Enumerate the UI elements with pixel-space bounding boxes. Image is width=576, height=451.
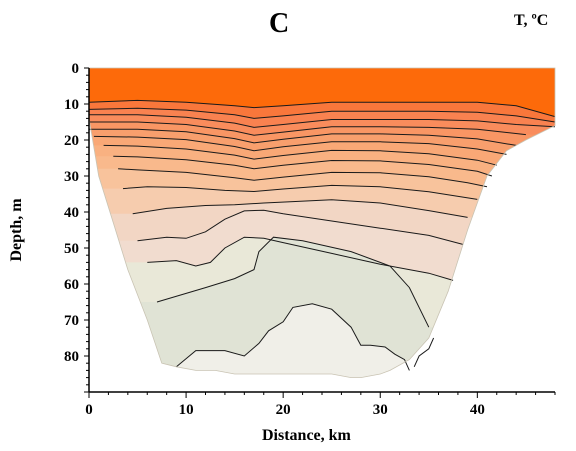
isotherm-line [103,144,497,166]
axes: 0 10 20 30 40 50 60 70 80 0 10 20 30 40 [64,61,556,418]
isotherm-line [89,121,526,136]
isotherm-line [122,184,478,200]
section-outline [88,67,556,378]
isotherm-line [88,99,556,118]
temperature-band [137,303,449,378]
y-tick-label: 10 [64,97,79,113]
x-tick-label: 0 [85,402,93,418]
isotherm-line [413,337,435,368]
isotherm-line [89,128,517,146]
isotherm-line [113,155,493,177]
unit-label: T, ºC [514,12,549,29]
x-axis-label: Distance, km [262,427,351,444]
isotherm-lines [88,99,556,371]
isotherm-line [156,236,430,328]
y-tick-label: 40 [64,205,79,221]
y-tick-label: 20 [64,133,79,149]
isotherm-line [93,135,507,155]
y-tick-label: 70 [64,313,79,329]
y-tick-label: 30 [64,169,79,185]
y-tick-label: 0 [72,61,80,77]
chart-title: C [269,8,290,39]
isotherm-line [89,114,556,128]
y-tick-label: 50 [64,241,79,257]
isotherm-line [88,107,556,123]
x-tick-label: 40 [470,402,485,418]
y-tick-label: 80 [64,349,79,365]
isotherm-line [118,168,488,188]
x-tick-label: 30 [373,402,388,418]
isotherm-line [132,199,468,218]
x-tick-label: 20 [276,402,291,418]
isotherm-line [176,303,410,371]
isotherm-line [137,209,463,245]
y-tick-label: 60 [64,277,79,293]
x-tick-label: 10 [179,402,194,418]
